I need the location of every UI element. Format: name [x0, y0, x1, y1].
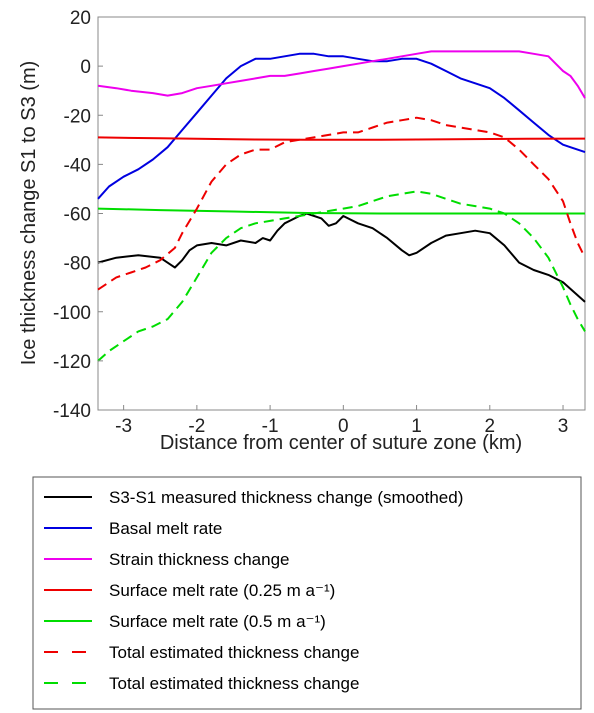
- y-tick-label: -120: [53, 352, 91, 373]
- series-layer: [97, 50, 586, 362]
- x-tick-label: 0: [338, 416, 349, 437]
- y-tick-label: 0: [80, 57, 91, 78]
- legend-label-4: Surface melt rate (0.25 m a⁻¹): [109, 581, 335, 600]
- x-tick-label: 1: [411, 416, 422, 437]
- series-line-2: [97, 52, 586, 200]
- series-line-4: [97, 136, 586, 141]
- x-tick-label: 2: [485, 416, 496, 437]
- y-tick-label: -80: [64, 254, 91, 275]
- legend-label-2: Basal melt rate: [109, 519, 222, 538]
- series-line-6: [97, 116, 586, 291]
- series-line-7: [97, 190, 586, 362]
- x-tick-label: 3: [558, 416, 569, 437]
- legend: S3-S1 measured thickness change (smoothe…: [32, 476, 582, 710]
- y-tick-label: 20: [70, 8, 91, 29]
- y-tick-label: -100: [53, 303, 91, 324]
- x-axis-ticks: -3 -2 -1 0 1 2 3: [115, 405, 568, 437]
- y-tick-label: -140: [53, 401, 91, 422]
- x-tick-label: -2: [188, 416, 205, 437]
- legend-label-6: Total estimated thickness change: [109, 643, 359, 662]
- series-line-5: [97, 207, 585, 215]
- legend-label-1: S3-S1 measured thickness change (smoothe…: [109, 488, 463, 507]
- legend-label-5: Surface melt rate (0.5 m a⁻¹): [109, 612, 326, 631]
- y-axis-label: Ice thickness change S1 to S3 (m): [18, 61, 40, 366]
- y-axis-ticks: 20 0 -20 -40 -60 -80 -100 -120 -140: [53, 8, 103, 422]
- y-tick-label: -40: [64, 155, 91, 176]
- plot-area: -3 -2 -1 0 1 2 3 20 0 -20 -40 -60 -80 -100 -120 -140: [53, 8, 586, 437]
- series-line-1: [97, 212, 586, 303]
- y-tick-label: -60: [64, 205, 91, 226]
- y-tick-label: -20: [64, 106, 91, 127]
- legend-entries: S3-S1 measured thickness change (smoothe…: [44, 488, 463, 693]
- x-tick-label: -1: [262, 416, 279, 437]
- legend-label-7: Total estimated thickness change: [109, 674, 359, 693]
- x-tick-label: -3: [115, 416, 132, 437]
- series-line-3: [97, 50, 586, 99]
- legend-label-3: Strain thickness change: [109, 550, 290, 569]
- x-axis-label: Distance from center of suture zone (km): [160, 432, 522, 454]
- legend-box: [32, 476, 582, 710]
